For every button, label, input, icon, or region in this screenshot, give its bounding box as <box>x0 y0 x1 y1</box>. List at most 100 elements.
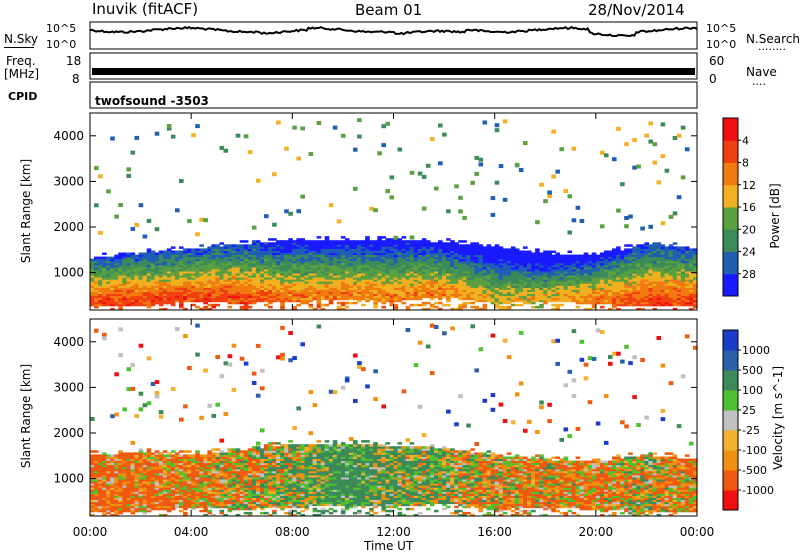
velocity-cell <box>138 489 144 492</box>
power-cell <box>636 307 641 311</box>
power-cell <box>239 244 245 247</box>
power-cell <box>280 256 285 260</box>
power-cell <box>304 242 310 245</box>
power-cell <box>118 273 123 276</box>
freq-unit-label: [MHz] <box>4 67 40 81</box>
power-cell <box>373 244 378 247</box>
power-cell <box>162 301 168 305</box>
power-cell <box>510 264 516 268</box>
power-cell <box>527 256 532 260</box>
power-cell <box>122 303 127 307</box>
power-cell <box>446 295 451 299</box>
power-cell <box>612 283 617 286</box>
power-cell <box>219 266 225 270</box>
power-cell <box>288 260 293 264</box>
power-cell <box>308 291 314 294</box>
power-cell <box>385 291 390 294</box>
power-cell <box>377 273 382 276</box>
power-cell <box>401 297 407 301</box>
power-cell <box>486 248 492 251</box>
power-cell <box>438 258 443 262</box>
power-cell <box>567 293 573 297</box>
power-cell <box>559 295 564 299</box>
power-cell <box>527 281 532 284</box>
power-cell <box>543 250 548 253</box>
velocity-cell <box>90 450 95 453</box>
velocity-cell <box>122 462 127 466</box>
power-cell <box>620 271 625 274</box>
power-cell <box>652 246 658 249</box>
power-cell <box>251 281 257 284</box>
velocity-cell <box>114 479 119 482</box>
power-cell <box>130 262 136 266</box>
power-cell <box>90 295 95 299</box>
velocity-cell <box>90 507 95 511</box>
power-cell <box>102 273 107 276</box>
power-cell <box>170 250 176 253</box>
power-cell <box>324 266 330 270</box>
power-cell <box>442 275 447 278</box>
velocity-cell <box>106 489 111 492</box>
power-cell <box>292 250 297 253</box>
velocity-cell <box>114 511 119 515</box>
velocity-cell <box>138 470 144 474</box>
power-cell <box>114 260 119 264</box>
velocity-cell <box>90 491 95 494</box>
power-cell <box>591 291 597 294</box>
power-cell <box>688 295 694 299</box>
power-cell <box>268 266 273 270</box>
power-cell <box>170 254 176 258</box>
power-cell <box>474 250 479 253</box>
power-cell <box>264 250 269 253</box>
power-cell <box>527 299 532 303</box>
velocity-cell <box>94 479 99 482</box>
power-cell <box>579 289 585 292</box>
power-cell <box>648 275 653 278</box>
power-cell <box>680 125 686 130</box>
power-cell <box>490 252 496 255</box>
power-cell <box>162 277 168 280</box>
power-cell <box>608 252 613 255</box>
power-cell <box>320 256 326 260</box>
velocity-cell <box>94 497 99 500</box>
power-cell <box>268 293 273 297</box>
velocity-cell <box>90 493 95 496</box>
power-cell <box>543 266 548 270</box>
power-cell <box>118 289 123 292</box>
power-cell <box>94 166 99 171</box>
power-cell <box>434 293 439 297</box>
power-cell <box>668 256 674 260</box>
power-cell <box>684 299 690 303</box>
power-cell <box>438 273 443 276</box>
power-cell <box>664 297 670 301</box>
power-cell <box>130 269 136 272</box>
power-cell <box>211 246 216 249</box>
power-cell <box>660 122 666 127</box>
power-cell <box>523 246 528 249</box>
power-cell <box>624 224 629 229</box>
power-cell <box>215 260 220 264</box>
power-cell <box>502 262 508 266</box>
power-cell <box>146 250 152 253</box>
velocity-cell <box>110 505 115 509</box>
power-cell <box>579 275 585 278</box>
power-cell <box>264 266 269 270</box>
power-cell <box>369 246 374 249</box>
power-cell <box>628 291 633 294</box>
power-cell <box>276 291 281 294</box>
power-cell <box>284 285 289 288</box>
power-cell <box>539 283 544 286</box>
power-cell <box>199 279 204 282</box>
power-cell <box>486 273 492 276</box>
power-cell <box>203 260 208 264</box>
power-cell <box>203 262 208 266</box>
power-cell <box>640 301 645 305</box>
power-cell <box>166 269 172 272</box>
power-cell <box>215 283 220 286</box>
power-cell <box>183 269 188 272</box>
power-cell <box>377 264 382 268</box>
power-cell <box>207 275 212 278</box>
power-cell <box>684 291 690 294</box>
power-cell <box>349 250 354 253</box>
power-cell <box>324 246 330 249</box>
